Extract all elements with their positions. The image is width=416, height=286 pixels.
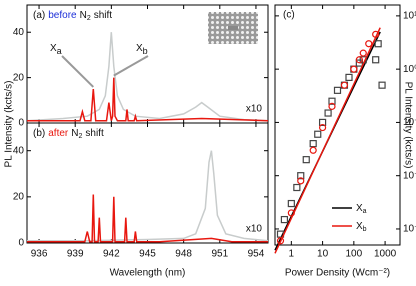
inset-cavity xyxy=(228,26,238,30)
point xyxy=(359,49,367,57)
y-tick-label: 0 xyxy=(18,238,24,249)
scale-label: x10 xyxy=(246,224,263,235)
x-tick-label: 10 xyxy=(317,249,329,260)
x-tick-label: 942 xyxy=(103,249,120,260)
point xyxy=(318,123,327,132)
panel-gas: N xyxy=(80,10,87,21)
scale-label: x10 xyxy=(246,104,263,115)
legend-label: Xb xyxy=(356,221,367,233)
point xyxy=(287,209,295,217)
panel-gas-sub: 2 xyxy=(87,15,91,22)
legend-name-sub: b xyxy=(363,226,367,233)
y-tick-label: 40 xyxy=(13,27,25,38)
point xyxy=(328,102,336,110)
panel-rest: shift xyxy=(85,128,104,139)
legend-label: Xa xyxy=(356,203,367,215)
peak-label-x: X xyxy=(136,43,143,54)
fit-line xyxy=(274,27,381,254)
point xyxy=(324,109,332,117)
peak-label: Xa xyxy=(50,43,62,57)
peak-label-x: X xyxy=(50,43,57,54)
panel-title: (b) after N2 shift xyxy=(33,128,104,140)
x-axis-label: Power Density (Wcm⁻²) xyxy=(285,268,390,279)
x-axis-label: Wavelength (nm) xyxy=(110,268,186,279)
spectrum xyxy=(27,194,268,243)
point xyxy=(340,81,349,89)
legend-name-sub: a xyxy=(363,208,367,215)
x-tick-label: 945 xyxy=(139,249,156,260)
point xyxy=(328,97,336,105)
x-tick-label: 100 xyxy=(345,249,362,260)
plot-frame xyxy=(274,4,401,246)
x-tick-label: 1 xyxy=(289,249,295,260)
point xyxy=(333,86,342,94)
panel-word: after xyxy=(48,128,69,139)
point xyxy=(314,130,322,138)
point xyxy=(345,73,353,81)
y-axis-label: PL Intensity (kcts/s) xyxy=(402,82,413,169)
y-tick-label: 10⁻³ xyxy=(403,224,416,235)
x-tick-label: 936 xyxy=(31,249,48,260)
x-tick-label: 951 xyxy=(211,249,228,260)
point xyxy=(378,81,386,89)
spectrum xyxy=(26,32,269,122)
point xyxy=(280,215,289,224)
point xyxy=(350,65,358,73)
panel-rest: shift xyxy=(94,10,113,21)
spectrum xyxy=(27,150,269,242)
y-tick-label: 0 xyxy=(18,118,24,129)
y-tick-label: 10⁰ xyxy=(403,64,416,75)
peak-label-sub: a xyxy=(57,46,62,56)
panel-title: (a) before N2 shift xyxy=(33,10,112,22)
panel-label: (b) xyxy=(33,128,45,139)
y-tick-label: 20 xyxy=(13,72,25,83)
panel-word: before xyxy=(48,10,77,21)
y-tick-label: 10⁻² xyxy=(403,170,416,181)
point xyxy=(287,199,295,208)
point xyxy=(309,146,317,154)
y-tick-label: 10⁻¹ xyxy=(403,117,416,128)
spectrum xyxy=(27,77,269,122)
point xyxy=(372,56,380,64)
point xyxy=(372,30,380,38)
legend-name: X xyxy=(356,221,363,232)
point xyxy=(302,156,310,164)
panel-label: (a) xyxy=(33,10,45,21)
y-tick-label: 20 xyxy=(13,191,25,202)
panel-title: (c) xyxy=(283,10,295,21)
plot-frame xyxy=(26,122,269,244)
x-tick-label: 939 xyxy=(67,249,84,260)
point xyxy=(318,118,327,127)
x-tick-label: 948 xyxy=(175,249,192,260)
panel-gas: N xyxy=(71,128,78,139)
point xyxy=(309,140,317,148)
point xyxy=(297,177,305,185)
peak-label-sub: b xyxy=(143,46,148,56)
legend-name: X xyxy=(356,203,363,214)
point xyxy=(293,183,301,192)
y-tick-label: 10¹ xyxy=(403,11,416,22)
point xyxy=(297,172,305,180)
x-tick-label: 1000 xyxy=(374,249,397,260)
x-tick-label: 954 xyxy=(248,249,265,260)
peak-pointer xyxy=(61,55,94,88)
y-axis-label: PL Intensity (kcts/s) xyxy=(4,81,15,168)
peak-pointer xyxy=(113,55,149,77)
point xyxy=(365,40,373,48)
point xyxy=(276,237,285,245)
panel-gas-sub: 2 xyxy=(78,133,82,140)
point xyxy=(355,56,363,64)
y-tick-label: 40 xyxy=(13,145,25,156)
peak-label: Xb xyxy=(136,43,148,57)
point xyxy=(374,40,382,48)
